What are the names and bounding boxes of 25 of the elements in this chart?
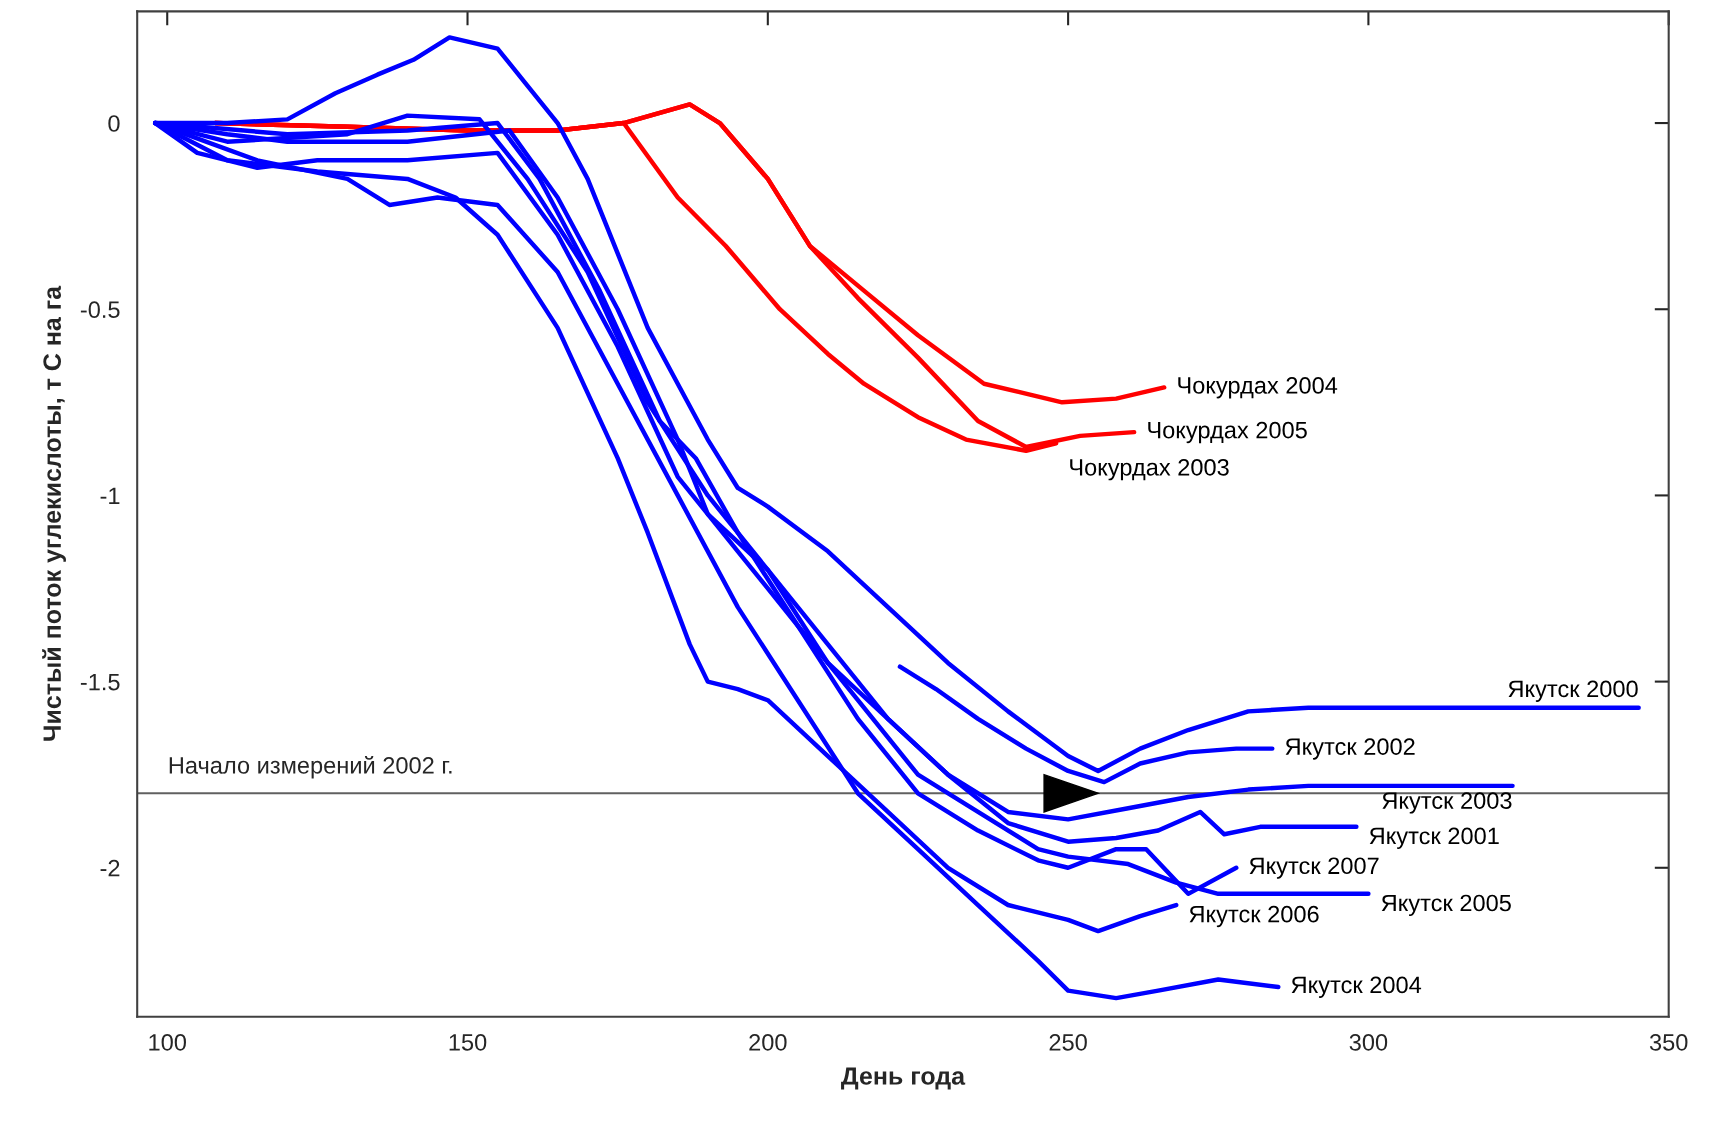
x-tick-label: 150 <box>449 1034 487 1051</box>
y-tick-label: -2 <box>100 859 120 877</box>
series-label: Якутск 2006 <box>1189 905 1319 928</box>
x-tick-label: 300 <box>1349 1034 1388 1051</box>
y-tick-label: 0 <box>108 115 120 132</box>
x-axis-title: День года <box>841 1067 966 1090</box>
series-label: Якутск 2005 <box>1381 894 1511 917</box>
series-label: Якутск 2001 <box>1369 827 1499 849</box>
x-tick-label: 200 <box>749 1034 787 1051</box>
series-label: Чокурдах 2003 <box>1070 458 1229 481</box>
x-tick-label: 350 <box>1649 1034 1688 1051</box>
series-label: Чокурдах 2005 <box>1148 421 1307 444</box>
series-label: Якутск 2003 <box>1382 792 1512 814</box>
series-label: Якутск 2002 <box>1285 738 1415 760</box>
y-axis-title: Чистый поток углекислоты, т С на га <box>42 285 66 741</box>
series-label: Якутск 2000 <box>1508 680 1638 702</box>
y-tick-label: -1.5 <box>80 673 120 691</box>
ref-line-label: Начало измерений 2002 г. <box>169 755 452 779</box>
series-label: Чокурдах 2004 <box>1178 377 1338 399</box>
series-label: Якутск 2004 <box>1291 976 1422 998</box>
y-tick-label: -1 <box>100 487 120 504</box>
y-tick-label: -0.5 <box>80 301 120 319</box>
series-label: Якутск 2007 <box>1249 857 1379 879</box>
x-tick-label: 100 <box>149 1034 186 1051</box>
x-tick-label: 250 <box>1049 1034 1087 1051</box>
